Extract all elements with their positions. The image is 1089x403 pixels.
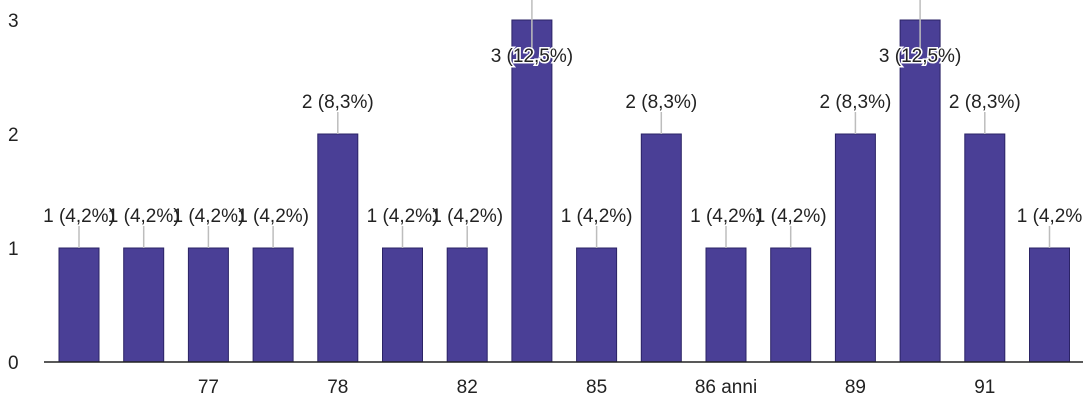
bar: [252, 247, 294, 363]
bar: [834, 133, 876, 363]
bar: [899, 19, 941, 363]
data-label: 1 (4,2%): [108, 206, 180, 227]
bar: [1029, 247, 1070, 363]
bar: [964, 133, 1006, 363]
data-label: 2 (8,3%): [819, 92, 891, 113]
bar: [705, 247, 747, 363]
data-label: 2 (8,3%): [302, 92, 374, 113]
data-label: 2 (8,3%): [625, 92, 697, 113]
bar: [187, 247, 229, 363]
data-label: 1 (4,2%): [367, 206, 439, 227]
data-label: 1 (4,2%): [561, 206, 633, 227]
data-label: 1 (4,2%: [1017, 206, 1083, 227]
bar: [58, 247, 100, 363]
data-label: 1 (4,2%): [172, 206, 244, 227]
y-tick-label: 2: [8, 125, 19, 146]
data-label: 2 (8,3%): [949, 92, 1021, 113]
bar: [511, 19, 553, 363]
y-axis: 0 1 2 3: [8, 11, 19, 374]
bar: [446, 247, 488, 363]
x-tick-label: 89: [845, 377, 866, 398]
bar: [770, 247, 812, 363]
data-label: 3 (12,5%): [879, 46, 961, 67]
bar: [382, 247, 423, 363]
x-tick-label: 77: [198, 377, 219, 398]
data-label: 1 (4,2%): [237, 206, 309, 227]
data-label: 1 (4,2%): [690, 206, 762, 227]
bar: [123, 247, 165, 363]
x-tick-labels: 77 78 82 85 86 anni 89 91: [198, 377, 996, 398]
x-tick-label: 78: [327, 377, 348, 398]
data-labels: 1 (4,2%)1 (4,2%)1 (4,2%)1 (4,2%)2 (8,3%)…: [43, 45, 1083, 228]
data-label: 3 (12,5%): [491, 46, 573, 67]
y-tick-label: 1: [8, 239, 19, 260]
x-tick-label: 85: [586, 377, 607, 398]
x-tick-label: 91: [974, 377, 995, 398]
bar: [317, 133, 359, 363]
data-label: 1 (4,2%): [755, 206, 827, 227]
bar: [640, 133, 682, 363]
y-tick-label: 3: [8, 11, 19, 32]
x-tick-label: 82: [457, 377, 478, 398]
x-tick-label: 86 anni: [695, 377, 757, 398]
bar: [576, 247, 618, 363]
y-tick-label: 0: [8, 353, 19, 374]
data-label: 1 (4,2%): [431, 206, 503, 227]
data-label: 1 (4,2%): [43, 206, 115, 227]
bars: [58, 0, 1070, 363]
